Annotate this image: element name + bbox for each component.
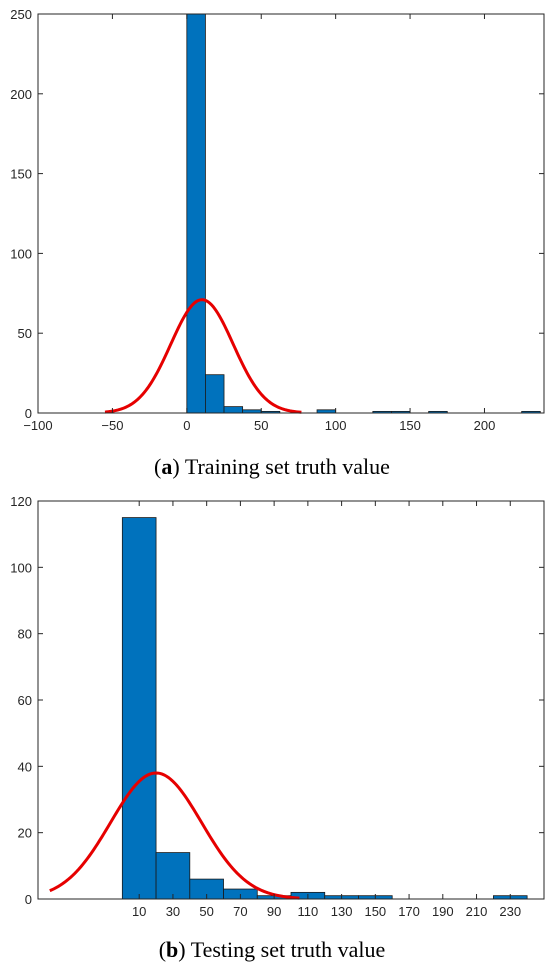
y-tick-label-b-2: 40	[18, 759, 32, 774]
caption-b-text: Testing set truth value	[191, 937, 386, 962]
y-tick-label-b-0: 0	[25, 892, 32, 907]
x-tick-label-b-5: 110	[297, 904, 318, 919]
y-tick-label-b-4: 80	[18, 627, 32, 642]
x-tick-label-a-0: −100	[23, 418, 52, 433]
normal-fit-curve-a	[104, 298, 302, 414]
histogram-panel-a: −100 −50 0 50 100 150 200 0 50 100 150 200 250	[10, 7, 545, 433]
y-tick-label-b-5: 100	[10, 560, 32, 575]
x-tick-label-a-2: 0	[183, 418, 190, 433]
bar-b-1	[155, 852, 191, 900]
bar-a-1	[205, 374, 225, 414]
x-tick-label-b-9: 190	[432, 904, 454, 919]
x-tick-label-b-3: 70	[233, 904, 247, 919]
caption-b-letter: b	[166, 937, 178, 962]
caption-a-text: Training set truth value	[185, 454, 390, 479]
y-tick-label-b-1: 20	[18, 826, 32, 841]
x-tick-label-a-5: 150	[399, 418, 421, 433]
x-tick-label-b-1: 30	[166, 904, 180, 919]
x-tick-label-b-8: 170	[398, 904, 420, 919]
y-tick-label-b-6: 120	[10, 494, 32, 509]
bar-a-2	[223, 406, 244, 414]
caption-b: (b) Testing set truth value	[159, 937, 386, 962]
x-tick-label-b-7: 150	[364, 904, 386, 919]
bar-b-0	[121, 517, 157, 900]
caption-a: (a) Training set truth value	[154, 454, 390, 479]
x-tick-label-b-6: 130	[331, 904, 353, 919]
x-tick-label-b-0: 10	[132, 904, 146, 919]
y-tick-label-a-2: 100	[10, 246, 32, 261]
x-tick-label-b-4: 90	[267, 904, 281, 919]
x-tick-label-a-4: 100	[325, 418, 347, 433]
y-tick-label-b-3: 60	[18, 693, 32, 708]
axes-box-b	[37, 500, 545, 900]
x-tick-label-a-3: 50	[254, 418, 268, 433]
histogram-panel-b: 10 30 50 70 90 110 130 150 170 190 210 230 0 20 40 60 80…	[10, 494, 545, 919]
x-tick-label-b-11: 230	[499, 904, 521, 919]
x-tick-label-b-10: 210	[466, 904, 488, 919]
y-tick-label-a-1: 50	[18, 326, 32, 341]
y-tick-label-a-5: 250	[10, 7, 32, 22]
x-tick-label-a-1: −50	[101, 418, 123, 433]
normal-fit-curve-b	[49, 771, 300, 900]
y-tick-label-a-0: 0	[25, 406, 32, 421]
y-tick-label-a-4: 200	[10, 87, 32, 102]
x-tick-label-b-2: 50	[199, 904, 213, 919]
y-tick-label-a-3: 150	[10, 167, 32, 182]
bar-a-0	[186, 13, 206, 414]
axes-box-a	[37, 13, 545, 414]
x-tick-label-a-6: 200	[474, 418, 496, 433]
caption-a-letter: a	[161, 454, 172, 479]
